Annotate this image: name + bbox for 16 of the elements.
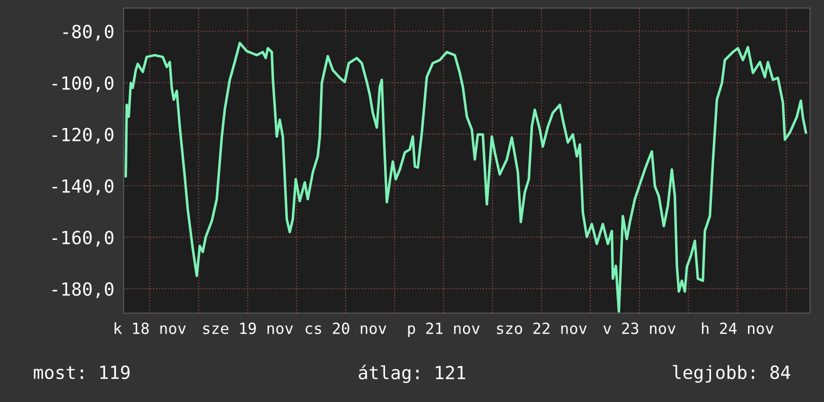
- x-tick-label: k 18 nov: [114, 322, 186, 334]
- text: átlag: 121: [358, 364, 466, 384]
- x-tick-label: v 23 nov: [603, 322, 676, 334]
- y-tick-label: -80,0: [63, 24, 114, 41]
- y-tick-label: -140,0: [52, 179, 114, 196]
- y-tick-label: -100,0: [52, 76, 114, 92]
- y-tick-label: -120,0: [52, 128, 114, 144]
- x-tick-label: szo 22 nov: [497, 322, 587, 334]
- x-tick-label: cs 20 nov: [306, 322, 386, 334]
- text: most: 119: [34, 365, 130, 380]
- text: legjobb: 84: [672, 365, 790, 383]
- y-tick-label: -160,0: [52, 230, 114, 247]
- x-tick-label: h 24 nov: [702, 322, 774, 334]
- y-tick-label: -180,0: [52, 282, 114, 298]
- x-tick-label: sze 19 nov: [203, 322, 293, 334]
- x-tick-label: p 21 nov: [408, 322, 480, 338]
